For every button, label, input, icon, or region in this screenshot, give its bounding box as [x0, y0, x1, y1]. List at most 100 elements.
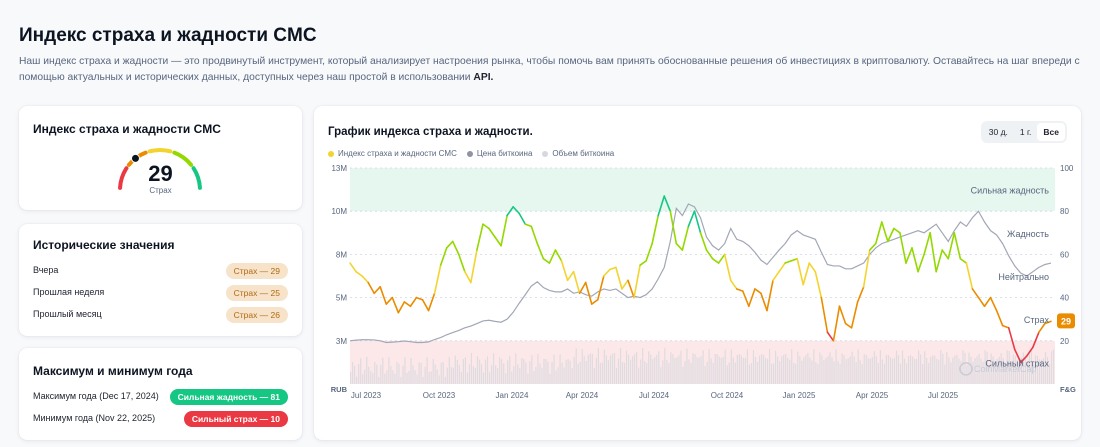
volume-bar: [1048, 363, 1051, 384]
index-segment: [379, 286, 388, 305]
volume-bar: [468, 364, 471, 384]
volume-bar: [859, 360, 861, 384]
index-segment: [699, 232, 708, 251]
range-1y-button[interactable]: 1 г.: [1019, 127, 1032, 137]
volume-bar: [724, 349, 726, 384]
index-segment: [905, 247, 913, 264]
volume-bar: [418, 362, 420, 384]
volume-bar: [394, 373, 396, 384]
index-segment: [445, 240, 454, 249]
volume-bar: [918, 350, 920, 384]
right-tick-label: 100: [1060, 164, 1074, 173]
volume-bar: [444, 376, 446, 384]
volume-bar: [948, 357, 950, 384]
index-segment: [808, 262, 817, 273]
extremes-title: Максимум и минимум года: [33, 364, 193, 378]
legend-dot-icon: [542, 150, 549, 157]
volume-bar: [944, 364, 946, 384]
left-tick-label: 10M: [331, 207, 347, 216]
fear-greed-chart[interactable]: 13M 10M 8M 5M 3M 100 80 60 40 20 RUB F&G Jul 2023 Oct…: [314, 106, 1081, 440]
volume-bar: [928, 362, 930, 384]
index-segment: [566, 270, 575, 282]
volume-bar: [491, 365, 493, 384]
page-title: Индекс страха и жадности CMC: [19, 25, 317, 46]
historical-row-last-week: Прошлая неделя Страх — 25: [33, 285, 288, 301]
volume-bar: [1038, 359, 1041, 384]
volume-bar: [484, 359, 487, 384]
volume-bar: [690, 362, 692, 384]
watermark-text: CoinMarketCap: [974, 364, 1037, 374]
volume-bar: [474, 367, 477, 384]
volume-bar: [577, 363, 579, 384]
volume-bar: [1012, 354, 1014, 384]
left-axis-title: RUB: [331, 385, 348, 394]
index-segment: [1013, 348, 1022, 364]
volume-bar: [569, 360, 571, 384]
api-link[interactable]: API.: [473, 72, 494, 83]
volume-bar: [748, 364, 751, 384]
index-segment: [772, 270, 780, 282]
volume-bar: [531, 355, 533, 384]
chart-card: График индекса страха и жадности. 30 д. …: [314, 106, 1081, 440]
index-segment: [832, 305, 841, 342]
volume-bar: [1016, 360, 1018, 384]
legend-label: Индекс страха и жадности CMC: [338, 149, 457, 158]
volume-bar: [855, 362, 857, 384]
volume-bar: [1050, 351, 1053, 384]
index-segment: [1032, 331, 1040, 349]
index-segment: [451, 240, 460, 256]
volume-bar: [956, 354, 958, 384]
volume-bar: [670, 352, 672, 384]
volume-bar: [629, 359, 632, 384]
index-segment: [1001, 324, 1010, 329]
index-segment: [542, 257, 551, 264]
gauge-label: Страх: [149, 186, 172, 195]
legend-item-price[interactable]: Цена биткоина: [466, 149, 532, 158]
index-segment: [748, 288, 756, 308]
volume-bar: [611, 353, 614, 384]
volume-bar: [766, 358, 769, 384]
volume-bar: [837, 361, 839, 384]
volume-bar: [823, 359, 825, 384]
gauge-card: Индекс страха и жадности CMC 29 Страх: [19, 106, 302, 210]
volume-bar: [813, 349, 815, 384]
index-series-line: [349, 195, 1052, 364]
legend-item-volume[interactable]: Объем биткоина: [542, 149, 614, 158]
volume-bar: [587, 354, 589, 384]
volume-bar: [640, 359, 642, 384]
index-segment: [723, 253, 732, 282]
gauge-knob: [131, 154, 139, 162]
index-segment: [361, 275, 369, 284]
index-segment: [1026, 346, 1034, 357]
volume-bar: [652, 359, 654, 384]
legend-item-index[interactable]: Индекс страха и жадности CMC: [328, 149, 457, 158]
left-tick-label: 13M: [331, 164, 347, 173]
volume-bar: [736, 354, 738, 384]
volume-bar: [978, 353, 980, 384]
volume-bar: [758, 355, 761, 384]
range-all-button[interactable]: Все: [1037, 123, 1065, 141]
index-segment: [524, 223, 533, 228]
index-segment: [675, 242, 684, 251]
index-segment: [633, 264, 641, 299]
range-30d-button[interactable]: 30 д.: [988, 127, 1008, 137]
right-axis-title: F&G: [1060, 385, 1076, 394]
index-segment: [415, 296, 424, 301]
volume-bar: [801, 360, 803, 384]
volume-bar: [682, 366, 684, 384]
volume-bar: [712, 362, 714, 384]
volume-bar: [519, 367, 521, 384]
volume-bar: [549, 373, 551, 384]
index-segment: [548, 249, 557, 264]
index-segment: [439, 247, 448, 266]
zone-label: Сильный страх: [985, 358, 1049, 368]
volume-bar: [847, 358, 849, 384]
volume-bar: [803, 357, 805, 384]
volume-bar: [543, 358, 545, 384]
index-segment: [1044, 320, 1052, 325]
volume-bar: [779, 361, 781, 384]
volume-bar: [783, 354, 785, 384]
x-tick-label: Oct 2024: [711, 391, 744, 400]
volume-bar: [740, 355, 742, 384]
volume-bar: [390, 365, 392, 384]
